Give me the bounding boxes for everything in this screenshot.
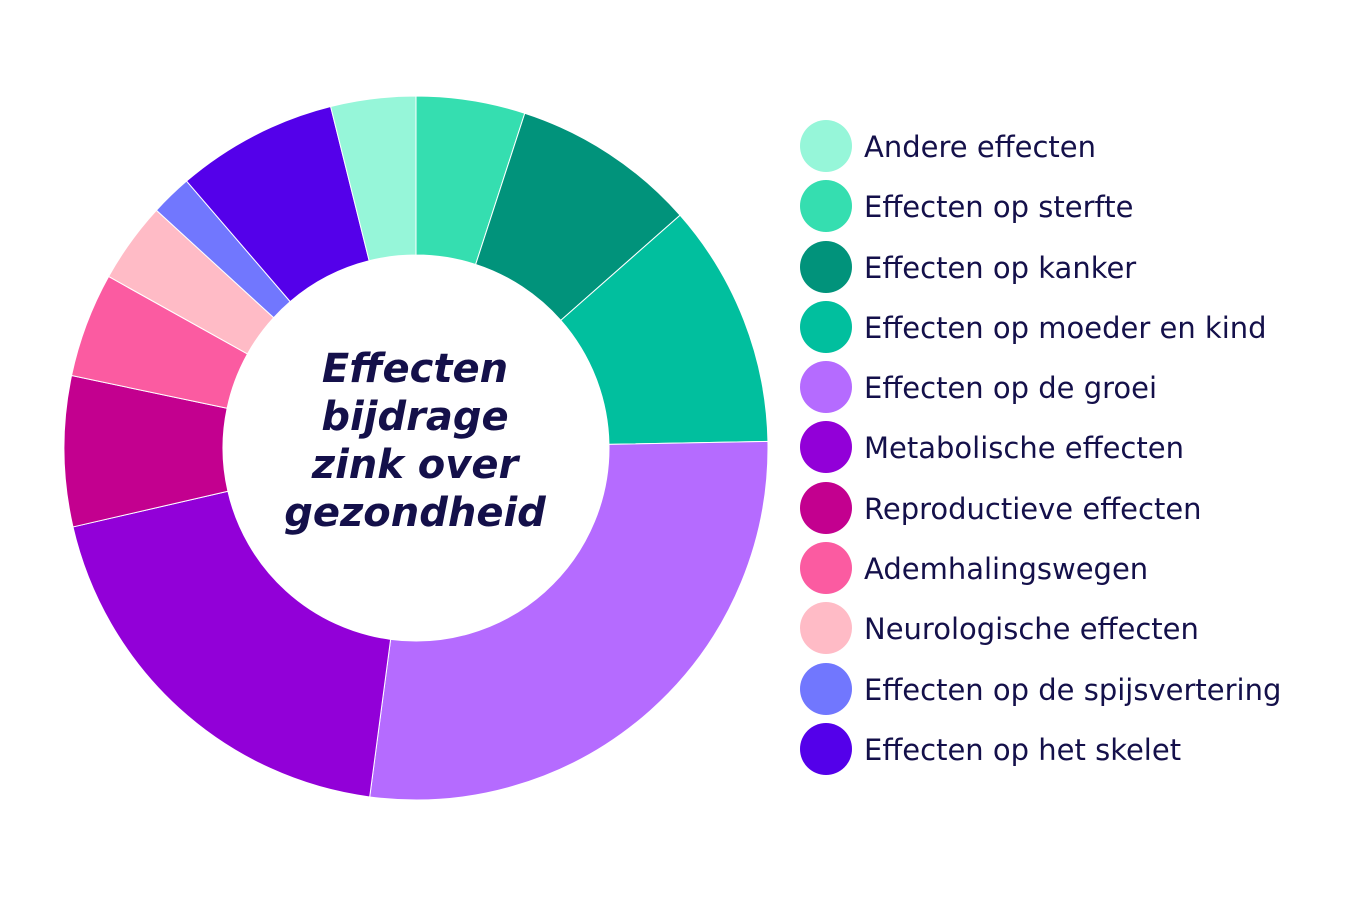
legend-swatch xyxy=(800,421,852,474)
legend-item: Neurologische effecten xyxy=(800,602,1340,662)
legend-item: Reproductieve effecten xyxy=(800,481,1340,542)
legend-item: Metabolische effecten xyxy=(800,421,1340,481)
legend-label: Effecten op het skelet xyxy=(864,732,1182,767)
legend-label: Effecten op sterfte xyxy=(864,190,1134,225)
legend-swatch xyxy=(800,602,852,655)
chart-title-line: zink over xyxy=(311,442,519,488)
legend-item: Effecten op kanker xyxy=(800,240,1340,301)
legend-swatch xyxy=(800,361,852,414)
legend-item: Effecten op moeder en kind xyxy=(800,300,1340,361)
chart-title-line: Effecten xyxy=(321,346,509,392)
legend-label: Effecten op de spijsvertering xyxy=(864,672,1282,707)
legend-item: Effecten op de spijsvertering xyxy=(800,662,1340,723)
legend-label: Effecten op de groei xyxy=(864,371,1158,406)
legend-swatch xyxy=(800,722,852,775)
legend-label: Reproductieve effecten xyxy=(864,491,1202,526)
legend-item: Andere effecten xyxy=(800,120,1340,180)
chart-title-line: gezondheid xyxy=(284,490,546,536)
legend-swatch xyxy=(800,180,852,233)
chart-title-line: bijdrage xyxy=(321,394,509,440)
pie-slice-andere-effecten xyxy=(329,95,417,262)
legend-swatch xyxy=(800,662,852,715)
legend-item: Effecten op de groei xyxy=(800,361,1340,421)
legend-item: Ademhalingswegen xyxy=(800,542,1340,602)
chart-legend: Andere effecten Effecten op sterfte Effect… xyxy=(800,120,1340,783)
legend-swatch xyxy=(800,300,852,353)
pie-slice-metabolische-effecten xyxy=(72,490,392,798)
pie-slice-effecten-op-de-groei xyxy=(369,440,769,801)
donut-slices xyxy=(63,95,769,801)
legend-label: Neurologische effecten xyxy=(864,612,1199,647)
legend-label: Ademhalingswegen xyxy=(864,552,1149,587)
legend-label: Effecten op moeder en kind xyxy=(864,310,1267,345)
legend-swatch xyxy=(800,481,852,534)
legend-label: Andere effecten xyxy=(864,130,1097,164)
legend-label: Effecten op kanker xyxy=(864,250,1137,285)
chart-title: Effecten bijdrage zink over gezondheid xyxy=(250,345,580,537)
legend-swatch xyxy=(800,120,852,172)
legend-label: Metabolische effecten xyxy=(864,431,1184,466)
legend-swatch xyxy=(800,240,852,293)
legend-item: Effecten op het skelet xyxy=(800,722,1340,783)
legend-swatch xyxy=(800,542,852,595)
legend-item: Effecten op sterfte xyxy=(800,180,1340,240)
